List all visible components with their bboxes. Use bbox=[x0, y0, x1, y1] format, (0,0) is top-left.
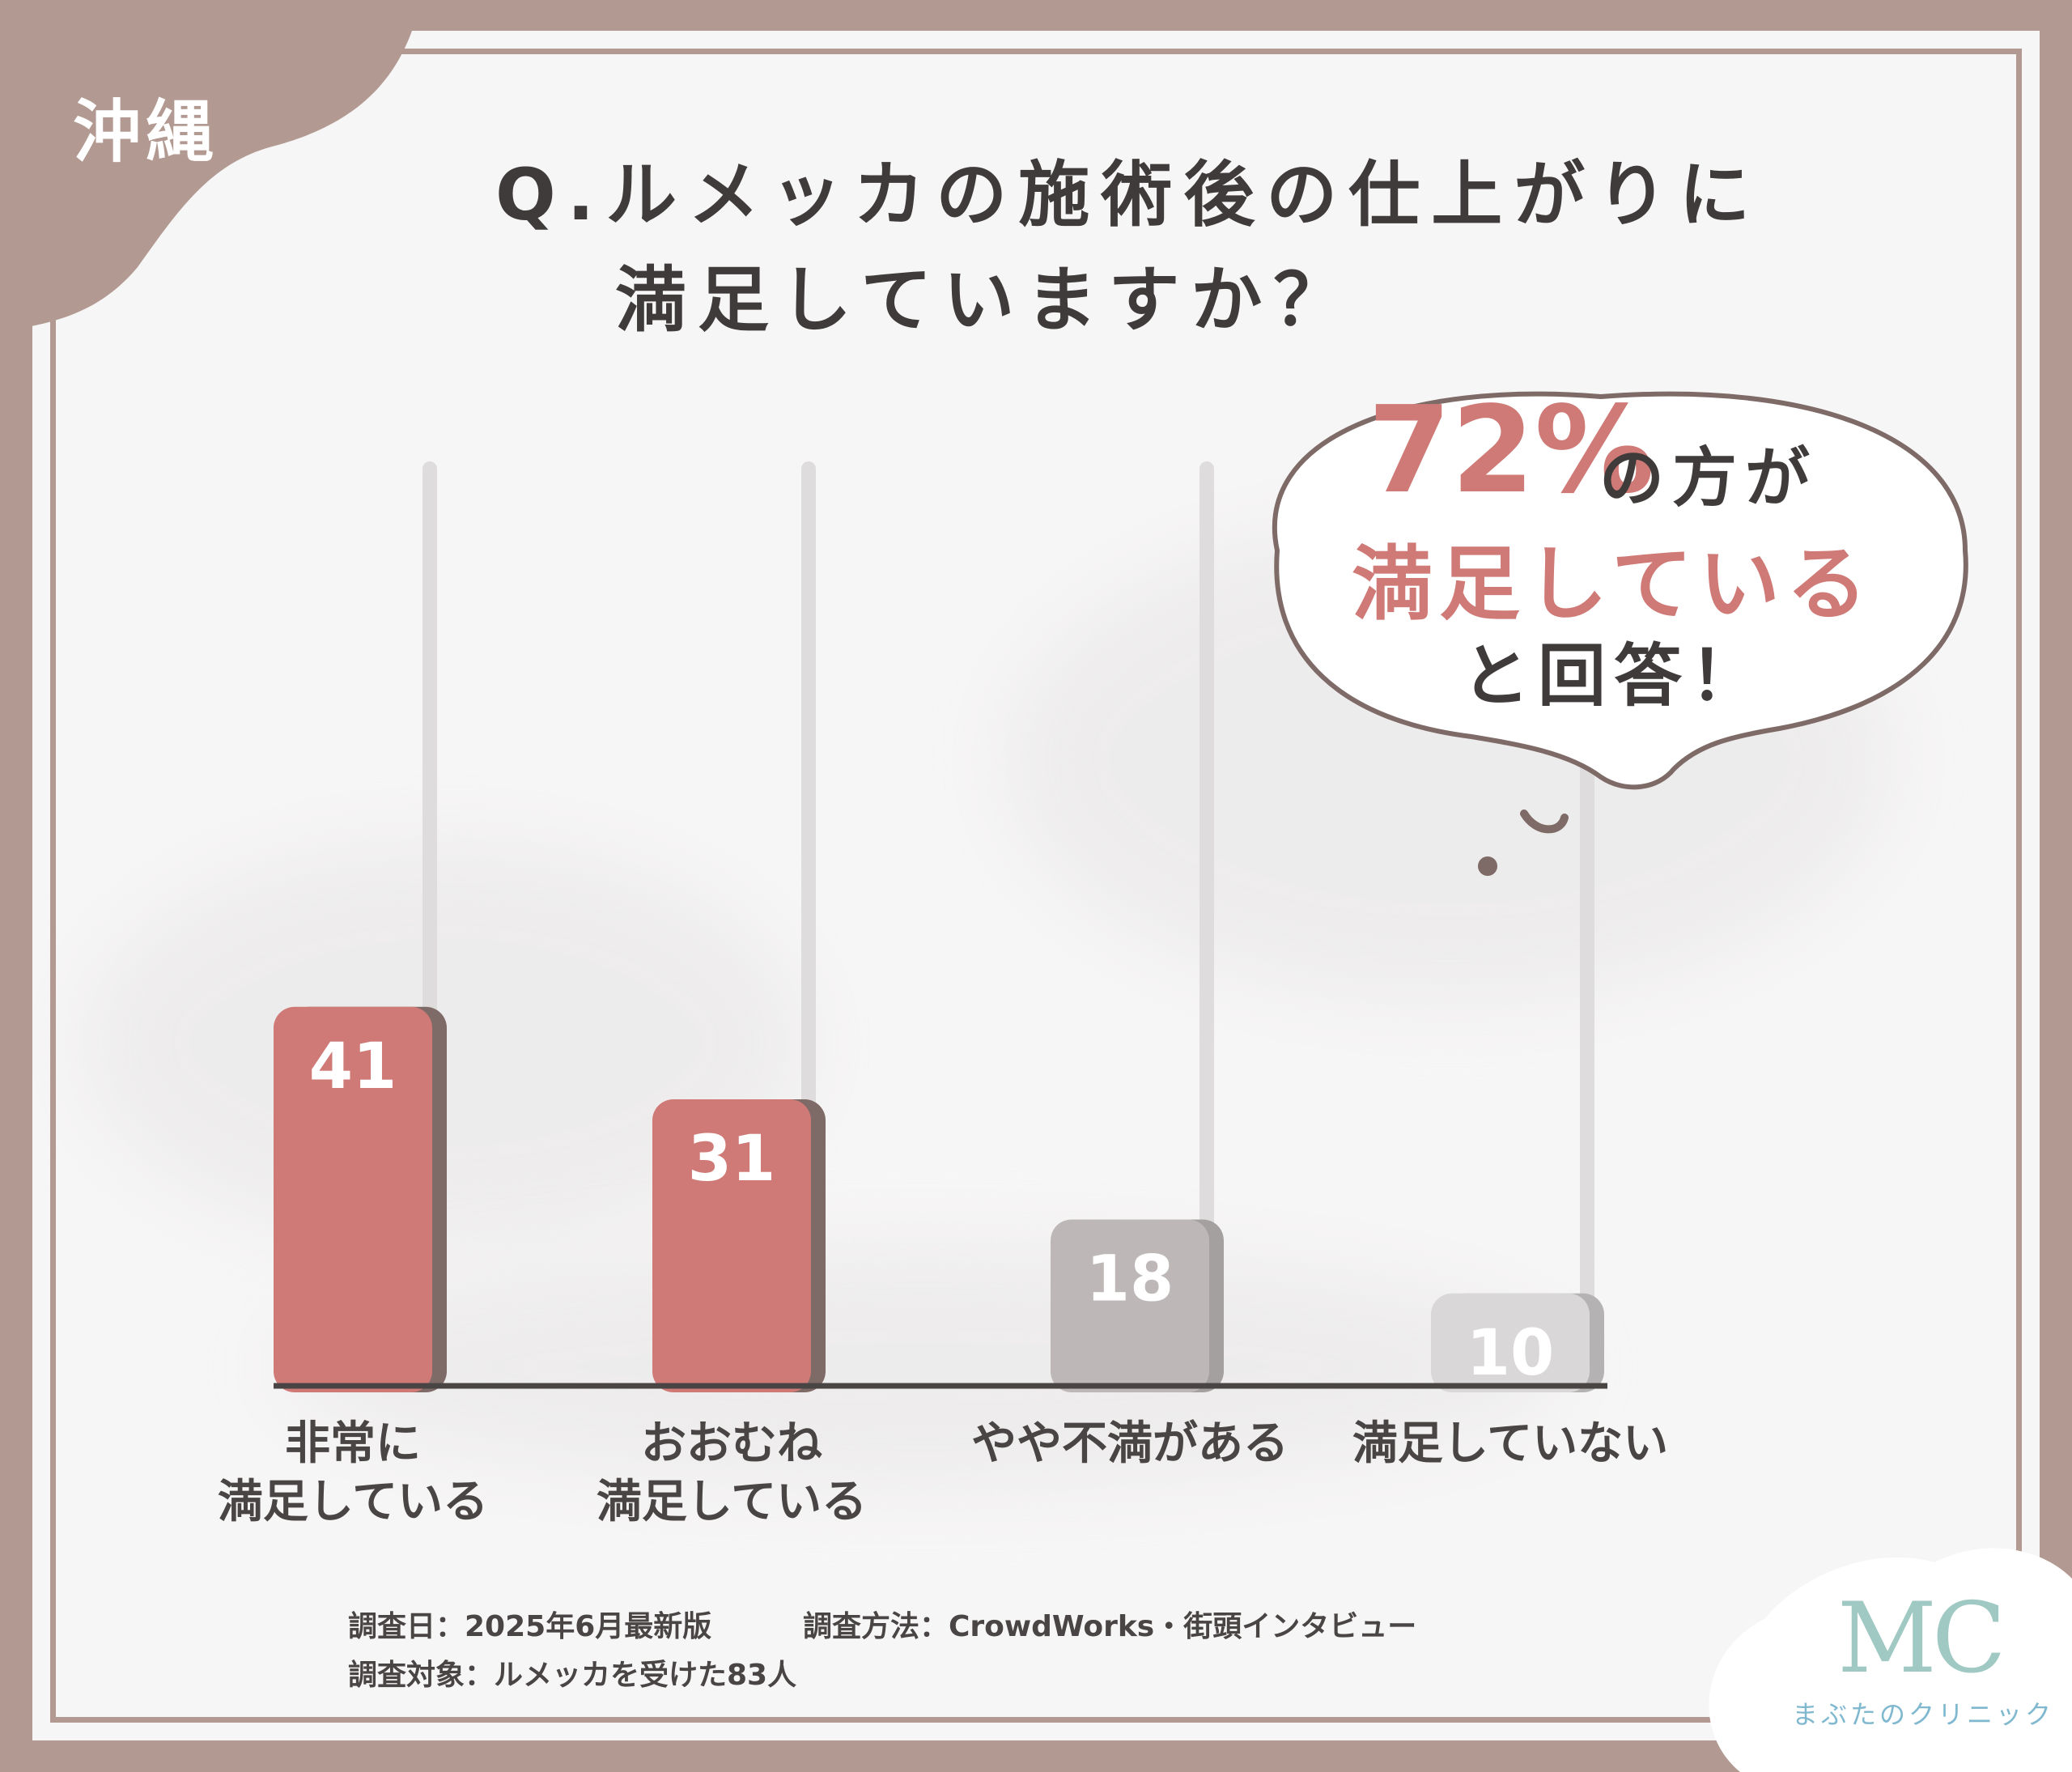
survey-method: 調査方法：CrowdWorks・街頭インタビュー bbox=[803, 1610, 1417, 1643]
region-label: 沖縄 bbox=[73, 92, 219, 172]
logo-background bbox=[1709, 1548, 2072, 1772]
category-label: やや不満がある bbox=[971, 1417, 1289, 1470]
question-title-line-2: 満足していますか？ bbox=[615, 258, 1357, 342]
callout-percent-suffix: の方が bbox=[1599, 440, 1818, 516]
bar-value-label: 10 bbox=[1467, 1317, 1555, 1390]
bar-value-label: 41 bbox=[309, 1030, 397, 1103]
bar bbox=[652, 1098, 811, 1392]
callout-highlight: 満足している bbox=[1352, 537, 1874, 631]
clinic-logo-mark: MC bbox=[1837, 1583, 2006, 1695]
survey-target: 調査対象：ルメッカを受けた83人 bbox=[348, 1659, 797, 1692]
bar-value-label: 31 bbox=[688, 1123, 776, 1196]
bars: 41 31 18 10 bbox=[274, 1006, 1604, 1392]
bar-track bbox=[1199, 461, 1214, 1386]
bar-value-label: 18 bbox=[1086, 1243, 1174, 1315]
region-corner-tag bbox=[0, 0, 421, 332]
category-label: おおむね 満足している bbox=[596, 1417, 868, 1528]
question-title-line-1: Q.ルメッカの施術後の仕上がりに bbox=[495, 153, 1762, 236]
survey-date: 調査日：2025年6月最新版 bbox=[348, 1610, 712, 1643]
bar bbox=[274, 1006, 432, 1392]
bar bbox=[1431, 1293, 1590, 1392]
category-label: 満足していない bbox=[1352, 1417, 1669, 1470]
speech-bubble bbox=[1272, 391, 1968, 876]
category-label: 非常に 満足している bbox=[217, 1417, 489, 1528]
clinic-logo-text: まぶたのクリニック bbox=[1792, 1699, 2055, 1730]
bar bbox=[1051, 1219, 1209, 1392]
callout-percent: 72% bbox=[1368, 380, 1655, 520]
callout-ending: と回答！ bbox=[1462, 636, 1767, 716]
background-shadow bbox=[275, 1245, 1570, 1488]
